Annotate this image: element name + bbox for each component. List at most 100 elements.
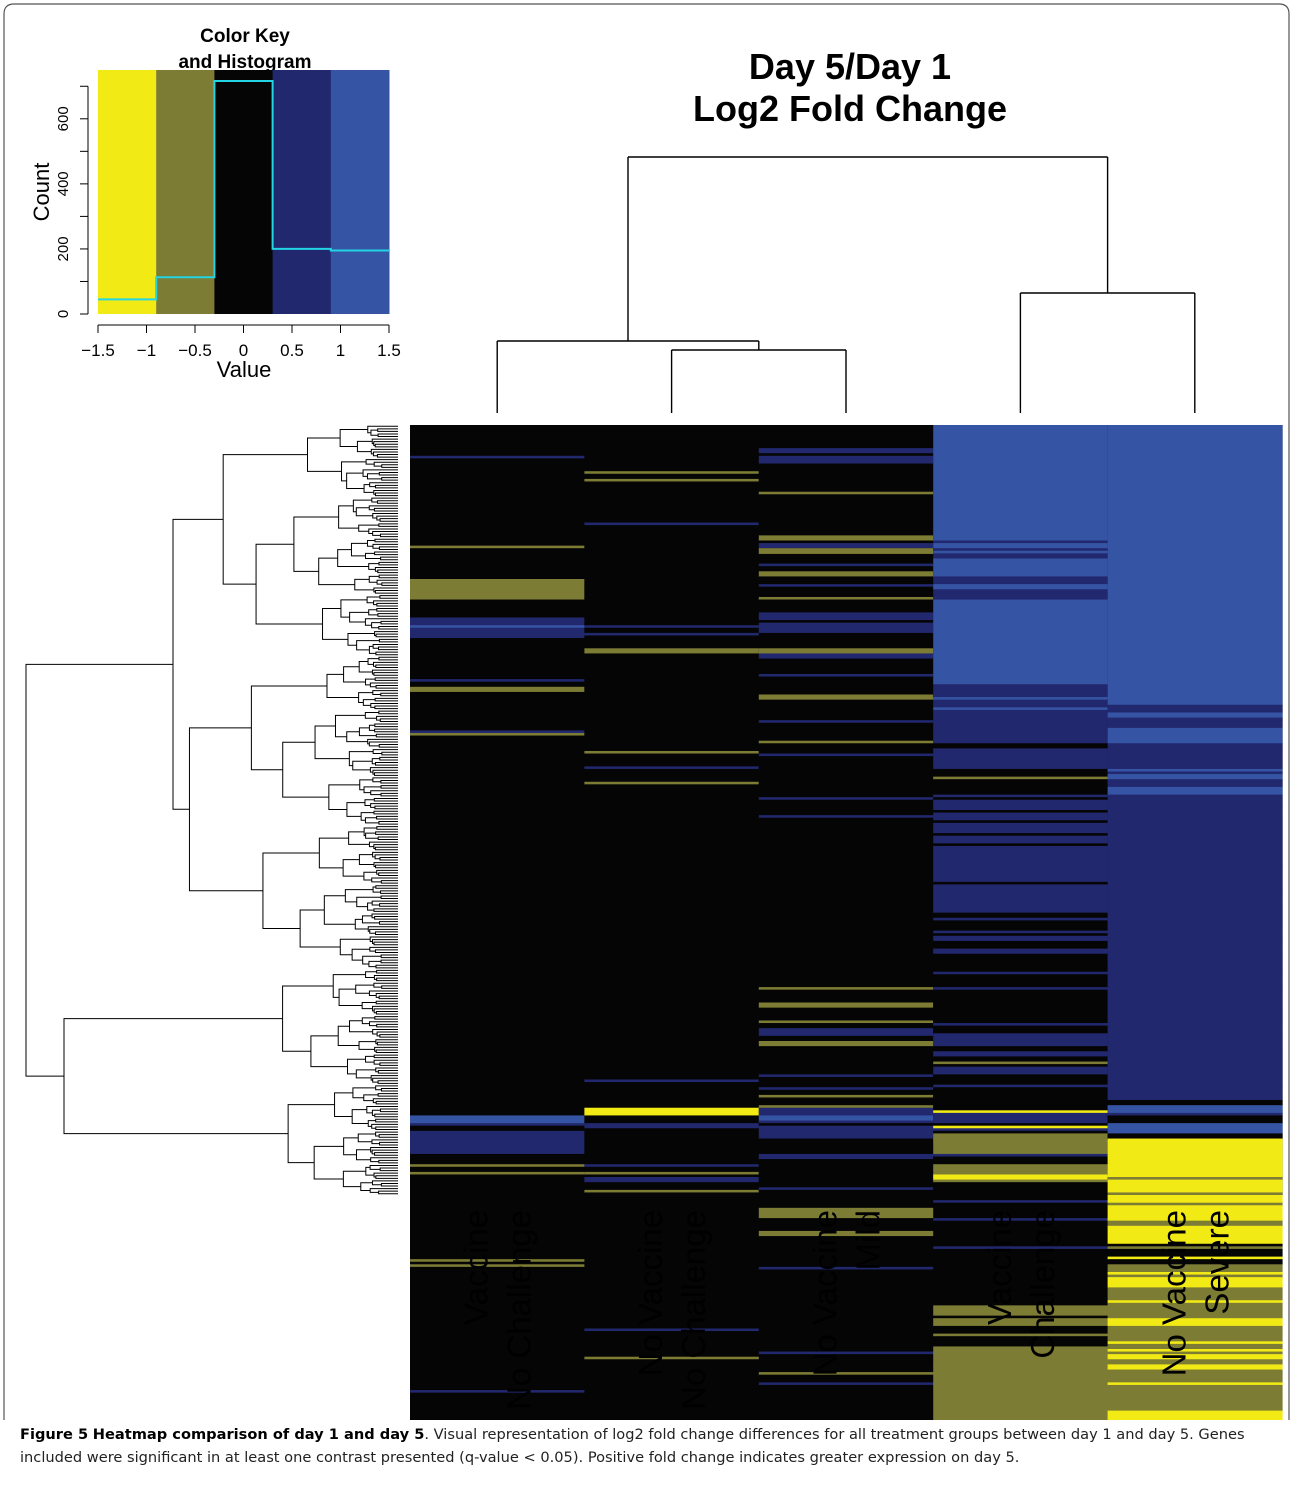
- heatmap-cell: [933, 1138, 1109, 1142]
- dendrogram-branch: [374, 916, 398, 920]
- heatmap-cell: [584, 425, 760, 472]
- dendrogram-branch: [373, 489, 398, 495]
- dendrogram-branch: [380, 1087, 398, 1092]
- dendrogram-branch: [378, 561, 398, 566]
- dendrogram-branch: [368, 1021, 398, 1027]
- dendrogram-branch: [377, 1070, 398, 1074]
- heatmap-cell: [410, 679, 585, 683]
- heatmap-cell: [584, 627, 760, 634]
- heatmap-cell: [584, 1174, 760, 1178]
- dendrogram-branch: [379, 921, 398, 925]
- heatmap-cell: [933, 1182, 1109, 1188]
- heatmap-cell: [933, 1164, 1109, 1170]
- heatmap-cell: [758, 1266, 934, 1271]
- heatmap-cell: [933, 1200, 1109, 1204]
- dendrogram-branch: [293, 516, 339, 572]
- heatmap-cell: [758, 743, 934, 755]
- dendrogram-branch: [346, 731, 368, 743]
- heatmap-cell: [933, 779, 1109, 796]
- y-tick-label: 200: [55, 236, 72, 261]
- heatmap-cell: [1107, 1056, 1283, 1060]
- color-key-title-line-2: and Histogram: [178, 52, 311, 73]
- column-label: Vaccine: [458, 1210, 495, 1325]
- dendrogram-branch: [373, 810, 398, 815]
- heatmap-cell: [758, 1159, 934, 1188]
- heatmap-cell: [758, 1120, 934, 1124]
- heatmap-cell: [758, 1094, 934, 1099]
- heatmap-cell: [1107, 1302, 1283, 1319]
- heatmap-cell: [933, 1202, 1109, 1214]
- dendrogram-branch: [374, 677, 398, 681]
- dendrogram-branch: [262, 852, 320, 929]
- dendrogram-branch: [375, 1000, 398, 1005]
- heatmap-cell: [933, 540, 1109, 544]
- dendrogram-branch: [371, 1109, 381, 1116]
- heatmap-cell: [1107, 1264, 1283, 1273]
- dendrogram-branch: [343, 1137, 359, 1156]
- dendrogram-branch: [372, 543, 398, 549]
- heatmap-cell: [933, 930, 1109, 934]
- heatmap-cell: [933, 1346, 1109, 1368]
- heatmap-cell: [410, 625, 585, 629]
- heatmap-cell: [758, 676, 934, 696]
- heatmap-cell: [410, 1390, 585, 1394]
- dendrogram-branch: [373, 507, 398, 512]
- heatmap-cell: [584, 1356, 760, 1360]
- dendrogram-branch: [379, 1167, 398, 1172]
- heatmap-cell: [1107, 912, 1283, 921]
- heatmap-cell: [933, 974, 1109, 988]
- heatmap-cell: [1107, 804, 1283, 809]
- heatmap-cell: [1107, 1354, 1283, 1360]
- dendrogram-branch: [371, 669, 398, 675]
- heatmap-cell: [410, 691, 585, 732]
- heatmap-cell: [410, 733, 585, 737]
- heatmap-cell: [758, 1384, 934, 1420]
- heatmap-cell: [933, 576, 1109, 580]
- dendrogram-branch: [375, 1085, 398, 1091]
- dendrogram-branch: [299, 909, 341, 948]
- dendrogram-branch: [374, 492, 398, 497]
- heatmap-cell: [933, 1212, 1109, 1219]
- heatmap-cell: [1107, 989, 1283, 1014]
- heatmap-cell: [933, 599, 1109, 685]
- dendrogram-branch: [339, 428, 368, 447]
- figure-label: Figure 5: [20, 1426, 89, 1443]
- heatmap-cell: [933, 799, 1109, 803]
- dendrogram-branch: [361, 915, 380, 924]
- heatmap-cell: [758, 491, 934, 495]
- dendrogram-branch: [375, 1118, 398, 1123]
- heatmap-cell: [933, 1220, 1109, 1245]
- dendrogram-branch: [367, 738, 398, 745]
- dendrogram-branch: [374, 1016, 398, 1020]
- figure-caption: Figure 5 Heatmap comparison of day 1 and…: [20, 1423, 1278, 1469]
- dendrogram-branch: [332, 974, 366, 998]
- dendrogram-branch: [347, 633, 375, 646]
- heatmap-cell: [758, 1107, 934, 1117]
- column-label: Mild: [850, 1210, 887, 1271]
- heatmap-title-line-1: Day 5/Day 1: [749, 46, 951, 87]
- dendrogram-branch: [358, 692, 373, 704]
- dendrogram-branch: [334, 1092, 353, 1118]
- dendrogram-branch: [374, 631, 398, 636]
- heatmap-cell: [933, 543, 1109, 549]
- dendrogram-branch: [368, 741, 398, 747]
- dendrogram-branch: [361, 1002, 377, 1010]
- heatmap-cell: [584, 768, 760, 783]
- heatmap-cell: [758, 799, 934, 816]
- dendrogram-branch: [374, 728, 398, 733]
- heatmap-cell: [758, 694, 934, 701]
- color-key-band: [214, 70, 274, 314]
- dendrogram-branch: [349, 1020, 373, 1033]
- heatmap-cell: [933, 1318, 1109, 1327]
- dendrogram-branch: [340, 599, 368, 618]
- dendrogram-branch: [375, 1039, 398, 1045]
- heatmap-cell: [933, 1046, 1109, 1052]
- dendrogram-branch: [354, 918, 369, 930]
- heatmap-cell: [933, 1125, 1109, 1129]
- heatmap-cell: [584, 1123, 760, 1129]
- dendrogram-branch: [375, 964, 398, 969]
- dendrogram-branch: [372, 1098, 398, 1104]
- heatmap-cell: [1107, 1033, 1283, 1050]
- dendrogram-branch: [365, 1055, 375, 1063]
- heatmap-cell: [410, 686, 585, 693]
